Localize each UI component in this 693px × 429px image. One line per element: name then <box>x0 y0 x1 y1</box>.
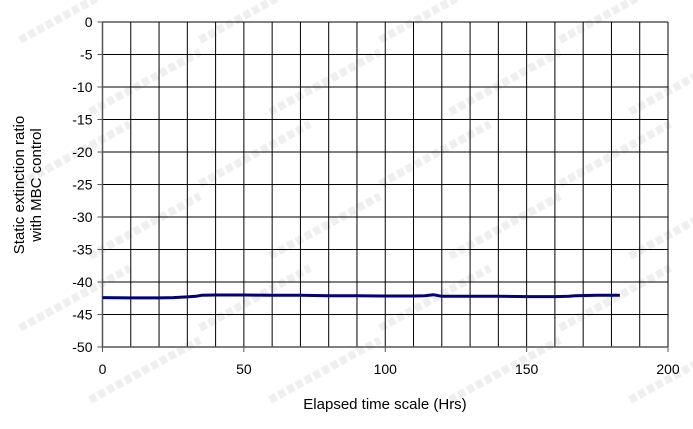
y-tick-label: -15 <box>72 112 92 128</box>
y-tick-label: -10 <box>72 79 92 95</box>
series <box>102 293 620 300</box>
watermark-mark <box>558 120 672 188</box>
y-tick-label: -35 <box>72 242 92 258</box>
series-line <box>102 293 620 300</box>
watermark-mark <box>378 0 462 44</box>
y-tick-label: 0 <box>85 14 93 30</box>
watermark-mark <box>88 48 202 116</box>
watermark-mark <box>88 336 202 404</box>
watermark-mark <box>18 0 102 44</box>
watermark-mark <box>558 0 642 44</box>
y-tick-label: -20 <box>72 144 92 160</box>
x-tick-label: 50 <box>236 361 252 377</box>
watermark-mark <box>88 192 202 260</box>
watermark-mark <box>558 264 672 332</box>
x-tick-label: 200 <box>656 361 680 377</box>
y-tick-label: -50 <box>72 339 92 355</box>
watermark-mark <box>268 336 382 404</box>
x-tick-label: 100 <box>374 361 398 377</box>
watermark-mark <box>448 336 562 404</box>
watermark <box>18 0 693 404</box>
watermark-mark <box>378 264 492 332</box>
watermark-mark <box>448 48 562 116</box>
watermark-mark <box>378 120 492 188</box>
y-axis-label-line2: with MBC control <box>28 128 45 242</box>
y-tick-label: -25 <box>72 177 92 193</box>
grid <box>102 21 669 348</box>
x-tick-label: 150 <box>515 361 539 377</box>
y-tick-label: -5 <box>80 47 93 63</box>
y-axis-label-line1: Static extinction ratio <box>11 116 28 254</box>
x-axis-label: Elapsed time scale (Hrs) <box>303 396 466 413</box>
watermark-mark <box>198 120 312 188</box>
watermark-mark <box>448 192 562 260</box>
watermark-mark <box>628 361 693 404</box>
axes: 0 -5 -10 -15 -20 -25 -30 -35 -40 -45 -50 0 50 100 150 2… <box>72 14 680 377</box>
watermark-mark <box>18 120 132 188</box>
watermark-mark <box>198 264 312 332</box>
watermark-mark <box>18 264 132 332</box>
watermark-mark <box>268 192 382 260</box>
y-tick-label: -40 <box>72 274 92 290</box>
x-tick-label: 0 <box>99 361 107 377</box>
y-tick-label: -30 <box>72 209 92 225</box>
watermark-mark <box>268 48 382 116</box>
watermark-mark <box>628 73 693 116</box>
watermark-mark <box>198 0 282 44</box>
y-tick-label: -45 <box>72 307 92 323</box>
watermark-mark <box>628 217 693 260</box>
